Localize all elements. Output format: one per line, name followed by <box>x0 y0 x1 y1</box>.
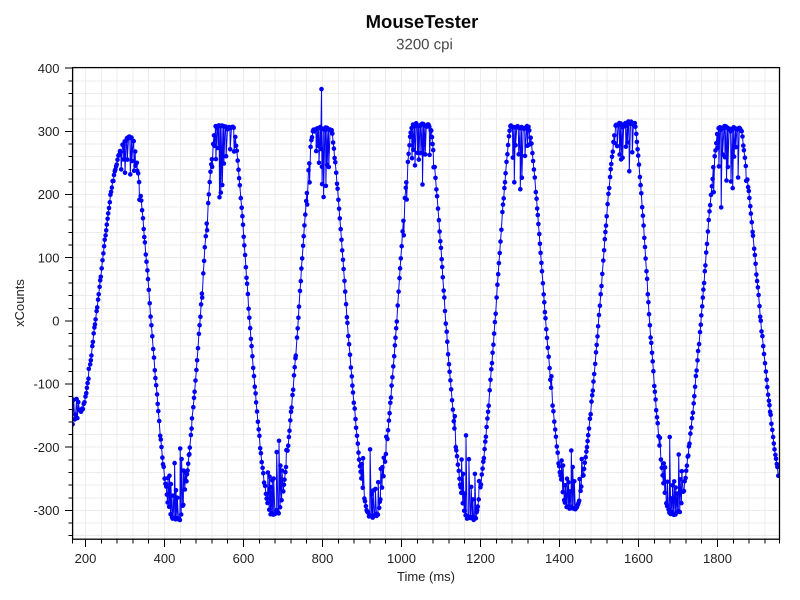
svg-text:800: 800 <box>312 551 334 566</box>
svg-text:1600: 1600 <box>624 551 653 566</box>
svg-text:-100: -100 <box>33 377 59 392</box>
svg-text:1000: 1000 <box>387 551 416 566</box>
svg-text:1400: 1400 <box>545 551 574 566</box>
svg-text:400: 400 <box>38 61 60 76</box>
svg-text:xCounts: xCounts <box>12 279 27 327</box>
svg-text:400: 400 <box>154 551 176 566</box>
svg-text:MouseTester: MouseTester <box>366 11 479 32</box>
svg-text:600: 600 <box>233 551 255 566</box>
svg-text:1800: 1800 <box>703 551 732 566</box>
svg-text:Time (ms): Time (ms) <box>397 569 455 584</box>
svg-text:300: 300 <box>38 124 60 139</box>
svg-text:-300: -300 <box>33 503 59 518</box>
svg-text:-200: -200 <box>33 440 59 455</box>
svg-text:100: 100 <box>38 250 60 265</box>
svg-text:200: 200 <box>38 187 60 202</box>
svg-text:200: 200 <box>75 551 97 566</box>
svg-text:1200: 1200 <box>466 551 495 566</box>
svg-text:0: 0 <box>52 314 59 329</box>
svg-text:3200 cpi: 3200 cpi <box>396 36 453 53</box>
